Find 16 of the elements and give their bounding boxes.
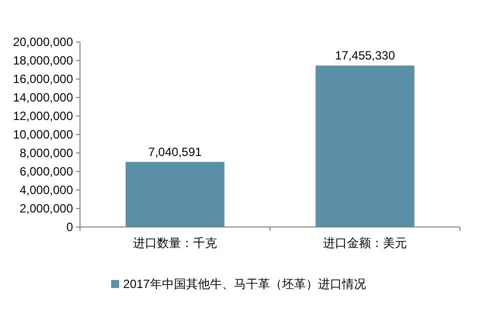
y-tick-label: 0	[66, 220, 74, 234]
y-tick-label: 6,000,000	[20, 164, 74, 178]
y-tick-label: 2,000,000	[20, 202, 74, 216]
x-tick-label: 进口金额：美元	[323, 236, 407, 250]
data-label: 17,455,330	[334, 48, 396, 63]
y-tick-label: 12,000,000	[12, 109, 74, 123]
y-tick-label: 8,000,000	[20, 146, 74, 160]
data-label: 7,040,591	[148, 144, 202, 159]
y-tick-label: 4,000,000	[20, 183, 74, 197]
legend-label: 2017年中国其他牛、马干革（坯革）进口情况	[123, 277, 366, 291]
y-tick-label: 14,000,000	[12, 90, 74, 104]
x-tick-label: 进口数量：千克	[133, 236, 217, 250]
y-tick-label: 18,000,000	[12, 54, 74, 68]
y-tick-label: 20,000,000	[12, 35, 74, 49]
y-tick-label: 10,000,000	[12, 128, 74, 142]
y-tick-label: 16,000,000	[12, 72, 74, 86]
